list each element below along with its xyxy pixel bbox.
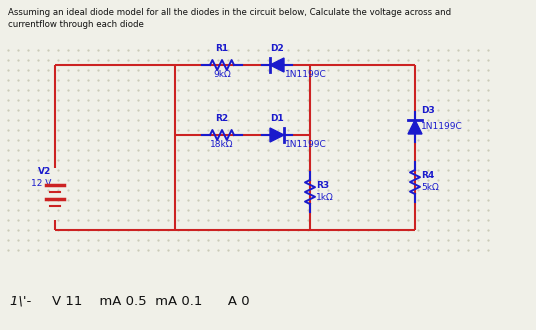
Text: Assuming an ideal diode model for all the diodes in the circuit below, Calculate: Assuming an ideal diode model for all th… [8, 8, 451, 17]
Text: 1kΩ: 1kΩ [316, 193, 334, 202]
Polygon shape [270, 58, 284, 72]
Text: R3: R3 [316, 181, 329, 190]
Text: R2: R2 [215, 114, 228, 123]
Text: 1N1199C: 1N1199C [285, 140, 327, 149]
Text: R4: R4 [421, 171, 434, 180]
Text: 9kΩ: 9kΩ [213, 70, 231, 79]
Text: D3: D3 [421, 106, 435, 115]
Text: R1: R1 [215, 44, 228, 53]
Text: D1: D1 [270, 114, 284, 123]
Polygon shape [408, 120, 422, 134]
Text: V 11    mA 0.5  mA 0.1      A 0: V 11 mA 0.5 mA 0.1 A 0 [52, 295, 250, 308]
Text: 1N1199C: 1N1199C [421, 122, 463, 131]
Text: D2: D2 [270, 44, 284, 53]
Polygon shape [270, 128, 284, 142]
Text: current​flow through each diode: current​flow through each diode [8, 20, 144, 29]
Text: 18kΩ: 18kΩ [210, 140, 234, 149]
Text: V2: V2 [38, 167, 51, 176]
Text: 5kΩ: 5kΩ [421, 183, 439, 192]
Text: 1N1199C: 1N1199C [285, 70, 327, 79]
Text: 12 V: 12 V [31, 179, 51, 188]
Text: 1\'-: 1\'- [10, 295, 35, 308]
